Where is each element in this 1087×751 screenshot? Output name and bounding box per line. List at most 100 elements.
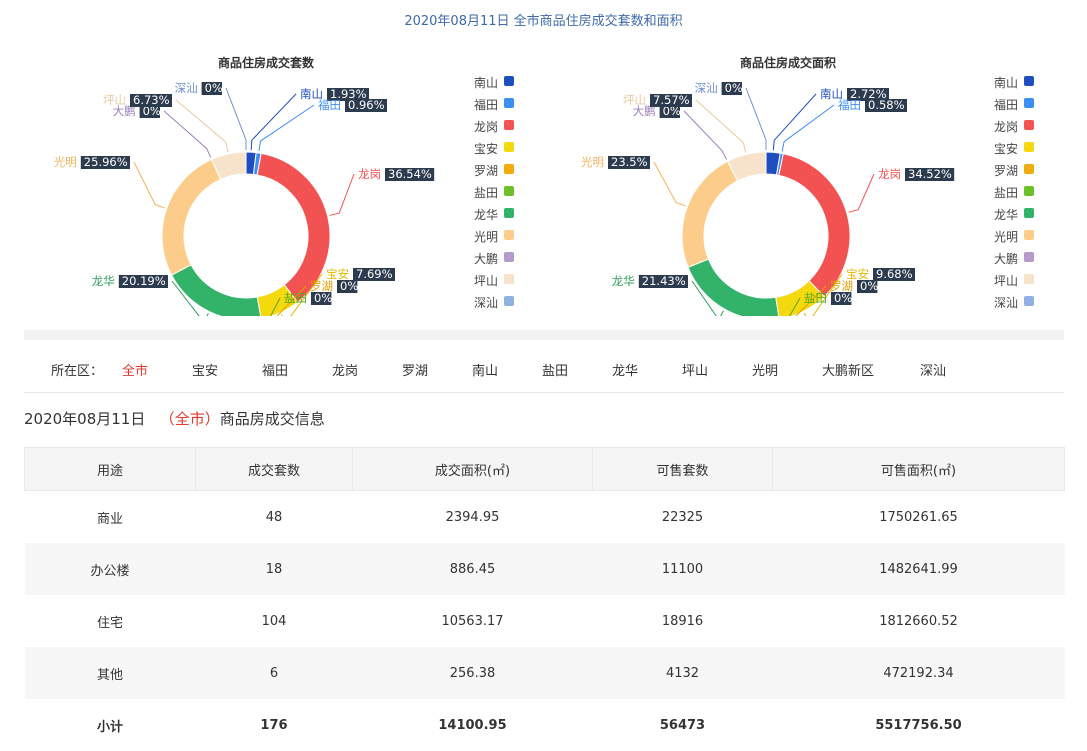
legend-item-longgang[interactable]: 龙岗 [474, 118, 534, 140]
table-cell: 5517756.50 [875, 717, 962, 733]
legend-swatch [1024, 230, 1034, 240]
filter-item-dapeng[interactable]: 大鹏新区 [822, 364, 875, 379]
filter-item-shenshan[interactable]: 深汕 [920, 364, 947, 379]
legend-item-baoan[interactable]: 宝安 [994, 140, 1054, 162]
table-cell: 56473 [659, 717, 706, 733]
value-label-shenshan: 0% [205, 81, 223, 95]
slice-label-baoan: 宝安 [326, 267, 349, 281]
slice-label-guangming: 光明 [54, 155, 77, 169]
chart-title-units: 商品住房成交套数 [218, 56, 315, 70]
label-line-pingshan [175, 99, 229, 153]
value-label-luohu: 0% [340, 279, 358, 293]
legend-swatch [1024, 120, 1034, 130]
table-cell: 22325 [661, 509, 704, 525]
value-badge-bg-luohu [337, 280, 358, 293]
table-cell: 10563.17 [441, 613, 504, 629]
legend-area: 南山福田龙岗宝安罗湖盐田 龙华 光明 大鹏坪山深汕 [994, 74, 1054, 316]
slice-label-yantian: 盐田 [804, 291, 827, 305]
table-cell: 104 [261, 613, 287, 629]
table-total-row: 小计 176 14100.95 56473 5517756.50 [25, 699, 1065, 751]
legend-item-pingshan[interactable]: 坪山 [474, 272, 534, 294]
slice-longhua[interactable] [170, 264, 262, 316]
legend-label: 罗湖 [994, 164, 1019, 178]
legend-item-longgang[interactable]: 龙岗 [994, 118, 1054, 140]
legend-item-pingshan[interactable]: 坪山 [994, 272, 1054, 294]
legend-item-yantian[interactable]: 盐田 [474, 184, 534, 206]
slice-label-pingshan: 坪山 [103, 93, 126, 107]
info-date: 2020年08月11日 [24, 410, 146, 428]
col-header-available-units: 可售套数 [592, 447, 773, 491]
value-label-longhua: 21.43% [642, 274, 686, 288]
slice-label-pingshan: 坪山 [623, 93, 646, 107]
filter-item-luohu[interactable]: 罗湖 [402, 364, 429, 379]
slice-label-baoan: 宝安 [846, 267, 869, 281]
slice-guangming[interactable] [161, 158, 222, 276]
info-close-paren: ） [204, 410, 220, 428]
slice-pingshan[interactable] [726, 151, 767, 182]
value-badge-bg-baoan [873, 268, 915, 281]
legend-item-yantian[interactable]: 盐田 [994, 184, 1054, 206]
value-label-pingshan: 6.73% [133, 93, 170, 107]
label-line-yantian [789, 297, 801, 316]
label-line-guangming [133, 161, 165, 209]
value-label-nanshan: 2.72% [850, 87, 887, 101]
legend-item-longhua[interactable]: 龙华 [994, 206, 1054, 228]
legend-item-dapeng[interactable]: 大鹏 [474, 250, 534, 272]
legend-item-baoan[interactable]: 宝安 [474, 140, 534, 162]
value-label-futian: 0.96% [348, 98, 385, 112]
legend-item-futian[interactable]: 福田 [474, 96, 534, 118]
filter-item-pingshan[interactable]: 坪山 [682, 364, 709, 379]
value-label-longgang: 34.52% [908, 167, 952, 181]
table-row: 办公楼 18 886.45 11100 1482641.99 [24, 543, 1065, 595]
slice-longgang[interactable] [778, 153, 851, 298]
legend-item-dapeng[interactable]: 大鹏 [994, 250, 1054, 272]
legend-label: 坪山 [474, 274, 499, 288]
filter-item-guangming[interactable]: 光明 [752, 364, 779, 379]
slice-guangming[interactable] [681, 160, 739, 268]
value-badge-bg-shenshan [201, 82, 222, 95]
legend-label: 深汕 [994, 296, 1019, 310]
label-line-longhua [691, 280, 724, 316]
filter-item-longgang[interactable]: 龙岗 [332, 364, 359, 379]
donut-svg-area: 南山 2.72%福田 0.58%龙岗 34.52%宝安 9.68%罗湖 0%盐田 0%龙华 2… [581, 81, 955, 316]
legend-swatch [1024, 76, 1034, 86]
legend-label: 坪山 [994, 274, 1019, 288]
filter-item-nanshan[interactable]: 南山 [472, 364, 499, 379]
value-badge-bg-futian [865, 99, 907, 112]
table-cell: 176 [260, 717, 288, 733]
legend-label: 南山 [994, 76, 1019, 90]
legend-swatch [504, 296, 514, 306]
legend-item-nanshan[interactable]: 南山 [994, 74, 1054, 96]
legend-item-guangming[interactable]: 光明 [994, 228, 1054, 250]
filter-item-longhua[interactable]: 龙华 [612, 364, 639, 379]
legend-units: 南山 福田 龙岗 宝安 罗湖 盐田 龙华 光明 大鹏坪山深汕 [474, 74, 534, 316]
legend-swatch [504, 164, 514, 174]
legend-swatch [1024, 274, 1034, 284]
table-row: 商业 48 2394.95 22325 1750261.65 [25, 491, 1065, 544]
label-line-dapeng [163, 110, 212, 158]
legend-item-nanshan[interactable]: 南山 [474, 74, 534, 96]
filter-item-baoan[interactable]: 宝安 [192, 364, 219, 379]
legend-item-luohu[interactable]: 罗湖 [994, 162, 1054, 184]
legend-item-shenshan[interactable]: 深汕 [474, 294, 534, 316]
table-cell: 4132 [592, 647, 773, 699]
filter-item-yantian[interactable]: 盐田 [542, 364, 569, 379]
filter-item-futian[interactable]: 福田 [262, 364, 289, 379]
slice-label-nanshan: 南山 [820, 87, 843, 101]
value-badge-bg-luohu [857, 280, 878, 293]
legend-item-shenshan[interactable]: 深汕 [994, 294, 1054, 316]
label-line-luohu [795, 285, 827, 316]
slice-pingshan[interactable] [210, 151, 247, 181]
legend-label: 龙岗 [994, 120, 1019, 134]
filter-label: 所在区： [51, 364, 104, 379]
legend-item-luohu[interactable]: 罗湖 [474, 162, 534, 184]
value-label-futian: 0.58% [868, 98, 905, 112]
slice-longhua[interactable] [687, 258, 780, 316]
value-badge-bg-guangming [80, 156, 130, 169]
legend-item-futian[interactable]: 福田 [994, 96, 1054, 118]
legend-item-longhua[interactable]: 龙华 [474, 206, 534, 228]
legend-item-guangming[interactable]: 光明 [474, 228, 534, 250]
value-badge-bg-longgang [905, 168, 955, 181]
filter-item-all[interactable]: 全市 [122, 364, 149, 379]
table-cell: 其他 [24, 647, 196, 699]
